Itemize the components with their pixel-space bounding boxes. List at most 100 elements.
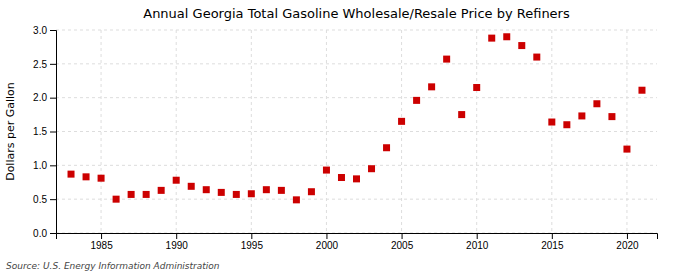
point — [143, 191, 150, 198]
point — [488, 35, 495, 42]
points — [68, 33, 646, 203]
y-axis: 0.00.51.01.52.02.53.0 — [33, 25, 56, 239]
x-tick: 1990 — [166, 233, 189, 251]
tick-mark — [627, 233, 628, 239]
point — [68, 171, 75, 178]
x-tick: 1995 — [241, 233, 264, 251]
tick-mark — [50, 233, 56, 234]
tick-label: 2010 — [466, 240, 489, 251]
point — [278, 187, 285, 194]
point — [533, 54, 540, 61]
grid-line — [101, 30, 102, 233]
grid-line — [56, 165, 657, 166]
y-tick: 2.5 — [33, 59, 56, 70]
grid-line — [176, 30, 177, 233]
tick-label: 1.5 — [33, 126, 47, 137]
tick-mark — [326, 233, 327, 239]
tick-label: 0.5 — [33, 194, 47, 205]
grid-line — [326, 30, 327, 233]
point — [413, 97, 420, 104]
point — [203, 186, 210, 193]
point — [83, 173, 90, 180]
point — [98, 175, 105, 182]
point — [158, 187, 165, 194]
grid-line — [56, 30, 657, 31]
point — [548, 119, 555, 126]
grid-line — [551, 30, 552, 233]
y-tick: 0.5 — [33, 194, 56, 205]
point — [233, 191, 240, 198]
tick-mark — [251, 233, 252, 239]
point — [383, 144, 390, 151]
y-axis-title: Dollars per Gallon — [4, 82, 17, 181]
tick-mark — [50, 199, 56, 200]
chart: 1985 1990 1995 2000 2005 2010 2015 2020 0.0 0.5 1.… — [0, 0, 675, 275]
point — [398, 118, 405, 125]
tick-mark — [50, 132, 56, 133]
y-tick: 2.0 — [33, 92, 56, 103]
axis-line — [50, 31, 57, 234]
x-tick: 2015 — [541, 233, 564, 251]
point — [338, 174, 345, 181]
point — [368, 165, 375, 172]
tick-label: 2000 — [316, 240, 339, 251]
tick-mark — [50, 165, 56, 166]
point — [473, 84, 480, 91]
source-note: Source: U.S. Energy Information Administ… — [6, 261, 220, 271]
tick-mark — [50, 98, 56, 99]
grid-line — [251, 30, 252, 233]
point — [593, 100, 600, 107]
point — [293, 196, 300, 203]
grid-line — [56, 63, 657, 64]
x-tick: 2020 — [616, 233, 639, 251]
point — [323, 167, 330, 174]
tick-mark — [402, 233, 403, 239]
point — [518, 42, 525, 49]
point — [113, 196, 120, 203]
tick-label: 1990 — [166, 240, 189, 251]
tick-label: 2.5 — [33, 59, 47, 70]
point — [308, 188, 315, 195]
tick-label: 2015 — [541, 240, 564, 251]
grid-line — [401, 30, 402, 233]
x-tick: 2005 — [391, 233, 414, 251]
x-axis: 1985 1990 1995 2000 2005 2010 2015 2020 — [57, 233, 658, 251]
grid-line — [476, 30, 477, 233]
grid — [56, 30, 657, 233]
tick-mark — [477, 233, 478, 239]
axis-line — [57, 234, 658, 240]
point — [563, 121, 570, 128]
point — [608, 113, 615, 120]
grid-line — [56, 131, 657, 132]
x-tick: 2010 — [466, 233, 489, 251]
tick-label: 0.0 — [33, 228, 47, 239]
point — [443, 56, 450, 63]
tick-label: 3.0 — [33, 25, 47, 36]
tick-mark — [101, 233, 102, 239]
x-tick: 1985 — [90, 233, 113, 251]
title: Annual Georgia Total Gasoline Wholesale/… — [143, 6, 570, 21]
tick-label: 1985 — [90, 240, 113, 251]
grid-line — [626, 30, 627, 233]
point — [578, 112, 585, 119]
grid-line — [56, 199, 657, 200]
tick-mark — [176, 233, 177, 239]
y-tick: 3.0 — [33, 25, 56, 36]
point — [128, 191, 135, 198]
point — [638, 87, 645, 94]
point — [218, 189, 225, 196]
point — [173, 177, 180, 184]
point — [458, 111, 465, 118]
point — [188, 183, 195, 190]
tick-mark — [50, 64, 56, 65]
y-tick: 1.5 — [33, 126, 56, 137]
x-tick: 2000 — [316, 233, 339, 251]
y-tick: 0.0 — [33, 228, 56, 239]
point — [353, 175, 360, 182]
tick-mark — [552, 233, 553, 239]
tick-label: 2020 — [616, 240, 639, 251]
tick-label: 1995 — [241, 240, 264, 251]
plot-area: 1985 1990 1995 2000 2005 2010 2015 2020 0.0 0.5 1.… — [33, 25, 657, 251]
tick-mark — [50, 30, 56, 31]
point — [503, 33, 510, 40]
